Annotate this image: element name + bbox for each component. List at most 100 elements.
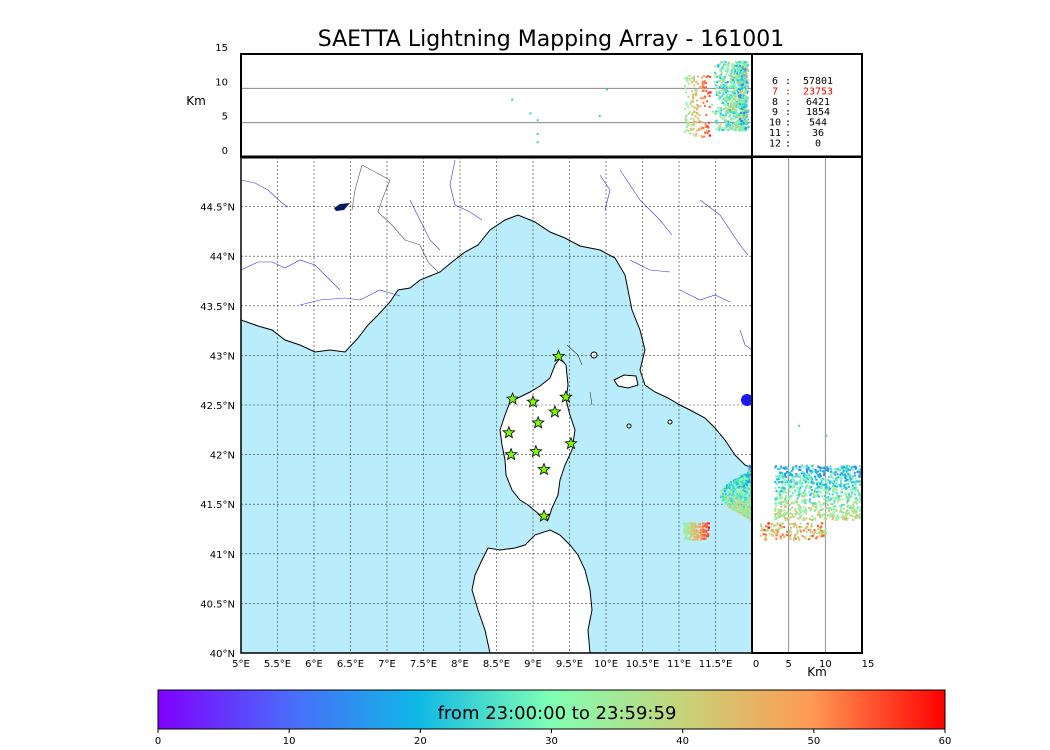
altitude-source-mark: [688, 75, 691, 78]
altitude-source-mark: [742, 65, 745, 68]
lightning-source-mark: [727, 503, 730, 506]
side-source-mark: [785, 470, 788, 473]
side-source-mark: [859, 499, 862, 502]
side-source-mark: [784, 513, 787, 516]
coastal-echo: [741, 394, 752, 406]
side-source-mark: [840, 465, 843, 468]
altitude-source-mark: [685, 115, 688, 118]
side-source-mark: [858, 465, 861, 468]
side-source-mark: [838, 469, 841, 472]
altitude-source-mark: [733, 102, 736, 105]
side-source-mark: [805, 512, 808, 515]
altitude-source-mark: [725, 97, 728, 100]
station-star-icon: [537, 509, 551, 522]
lightning-source-mark: [744, 478, 747, 481]
lightning-source-mark: [732, 487, 735, 490]
altitude-source-mark: [699, 86, 702, 89]
side-source-mark: [846, 509, 849, 512]
altitude-source-mark: [709, 134, 712, 137]
side-source-mark: [829, 482, 832, 485]
altitude-source-mark: [715, 128, 718, 131]
side-source-mark: [812, 492, 815, 495]
altitude-source-mark: [702, 126, 705, 129]
side-source-mark: [788, 534, 791, 537]
side-source-mark: [776, 528, 779, 531]
side-source-mark: [858, 497, 861, 500]
altitude-source-mark: [723, 63, 726, 66]
lightning-source-mark: [740, 475, 743, 478]
altitude-source-mark: [740, 83, 743, 86]
lightning-source-mark: [693, 538, 696, 541]
altitude-source-mark: [730, 111, 733, 114]
lightning-source-mark: [749, 466, 752, 469]
altitude-source-mark: [737, 121, 740, 124]
lightning-source-mark: [729, 502, 732, 505]
lightning-source-mark: [739, 478, 742, 481]
side-source-mark: [798, 525, 801, 528]
altitude-source-mark: [742, 79, 745, 82]
side-source-mark: [833, 510, 836, 513]
side-source-mark: [810, 531, 813, 534]
side-source-mark: [844, 477, 847, 480]
altitude-source-mark: [736, 72, 739, 75]
lightning-source-mark: [748, 491, 751, 494]
side-source-mark: [848, 493, 851, 496]
side-source-mark: [818, 495, 821, 498]
side-source-mark: [810, 471, 813, 474]
lightning-source-mark: [749, 497, 752, 500]
side-source-mark: [796, 532, 799, 535]
lightning-source-mark: [749, 484, 752, 487]
altitude-source-mark: [741, 71, 744, 74]
side-source-mark: [781, 471, 784, 474]
altitude-source-mark: [703, 86, 706, 89]
lightning-source-mark: [731, 491, 734, 494]
altitude-source-mark: [728, 115, 731, 118]
lightning-source-mark: [691, 538, 694, 541]
lightning-source-mark: [738, 483, 741, 486]
side-source-mark: [786, 510, 789, 513]
altitude-source-mark: [729, 85, 732, 88]
colorbar: from 23:00:00 to 23:59:59 0 10 20 30 40 50 60: [155, 689, 951, 747]
lightning-source-mark: [692, 525, 695, 528]
lightning-source-mark: [732, 486, 735, 489]
altitude-source-mark: [732, 78, 735, 81]
side-source-mark: [812, 505, 815, 508]
altitude-source-mark: [724, 112, 727, 115]
altitude-source-mark: [745, 70, 748, 73]
side-source-mark: [800, 514, 803, 517]
side-source-mark: [814, 517, 817, 520]
lightning-source-mark: [735, 482, 738, 485]
side-source-mark: [851, 518, 854, 521]
side-source-mark: [827, 506, 830, 509]
side-source-mark: [778, 528, 781, 531]
colorbar-gradient: [157, 689, 946, 730]
altitude-source-mark: [726, 104, 729, 107]
colorbar-ticks: 0 10 20 30 40 50 60: [155, 729, 951, 747]
lightning-source-mark: [741, 504, 744, 507]
montecristo-island: [626, 423, 632, 429]
lightning-source-mark: [743, 512, 746, 515]
altitude-source-mark: [722, 67, 725, 70]
side-source-mark: [779, 471, 782, 474]
lightning-source-mark: [734, 484, 737, 487]
side-source-mark: [831, 480, 834, 483]
side-source-mark: [798, 494, 801, 497]
side-source-mark: [859, 483, 862, 486]
side-source-mark: [814, 468, 817, 471]
lightning-source-mark: [727, 500, 730, 503]
side-source-mark: [787, 498, 790, 501]
altitude-source-mark: [702, 101, 705, 104]
side-source-mark: [835, 491, 838, 494]
side-source-mark: [779, 490, 782, 493]
altitude-source-mark: [721, 118, 724, 121]
altitude-source-mark: [735, 75, 738, 78]
altitude-source-mark: [734, 94, 737, 97]
longitude-tick-label: 8°E: [451, 659, 469, 670]
side-source-mark: [791, 512, 794, 515]
lightning-source-mark: [697, 523, 700, 526]
lightning-source-mark: [730, 483, 733, 486]
side-source-mark: [780, 480, 783, 483]
side-source-mark: [859, 509, 862, 512]
altitude-source-mark: [694, 115, 697, 118]
altitude-source-mark: [695, 132, 698, 135]
